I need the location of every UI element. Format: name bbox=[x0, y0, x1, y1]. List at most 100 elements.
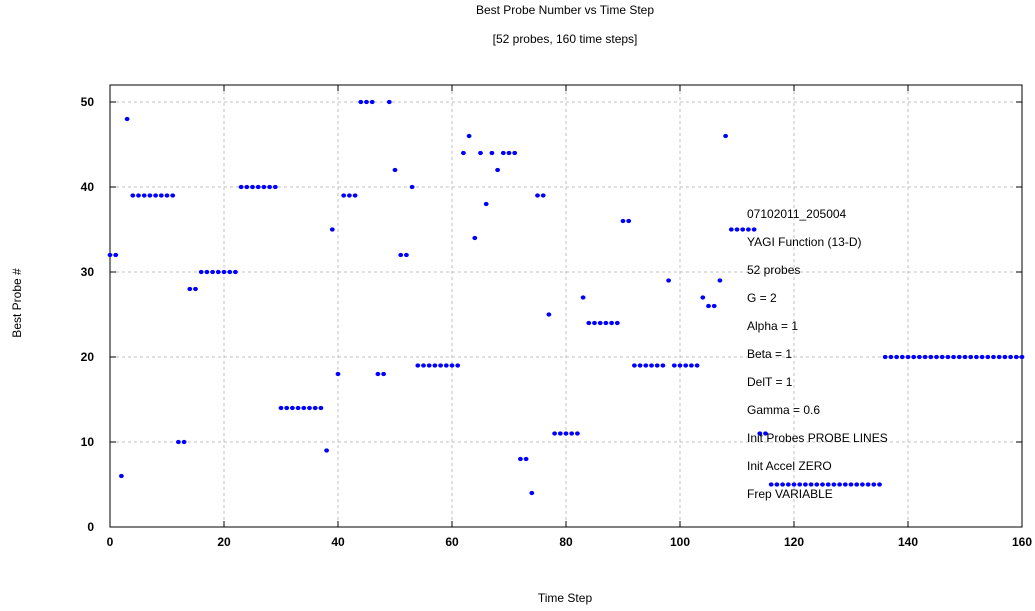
data-point bbox=[746, 227, 751, 232]
data-point bbox=[500, 150, 506, 156]
annotation-line: G = 2 bbox=[747, 291, 777, 305]
data-points bbox=[107, 99, 1025, 496]
data-point bbox=[483, 201, 489, 207]
data-point bbox=[922, 354, 928, 360]
annotations: 07102011_205004 YAGI Function (13-D) 52 pr… bbox=[747, 207, 888, 501]
data-point bbox=[512, 150, 518, 156]
data-point bbox=[552, 431, 557, 436]
data-point bbox=[518, 456, 523, 462]
data-point bbox=[113, 252, 119, 258]
data-point bbox=[392, 167, 398, 173]
data-point bbox=[170, 193, 176, 198]
data-point bbox=[768, 482, 774, 487]
data-point bbox=[632, 363, 637, 368]
data-point bbox=[865, 482, 871, 487]
data-point bbox=[917, 354, 922, 360]
data-point bbox=[421, 363, 426, 368]
data-point bbox=[905, 354, 911, 360]
data-point bbox=[375, 371, 381, 377]
data-point bbox=[728, 227, 734, 232]
data-point bbox=[803, 482, 808, 487]
data-point bbox=[461, 150, 466, 156]
data-point bbox=[227, 269, 233, 275]
data-point bbox=[506, 150, 512, 156]
data-point bbox=[1019, 354, 1025, 360]
data-point bbox=[398, 252, 404, 258]
y-tick-label: 10 bbox=[81, 435, 95, 449]
data-point bbox=[136, 193, 141, 198]
data-point bbox=[221, 269, 227, 275]
data-point bbox=[272, 184, 278, 190]
data-point bbox=[153, 193, 159, 198]
x-tick-label: 40 bbox=[331, 535, 345, 549]
data-point bbox=[329, 227, 335, 232]
data-point bbox=[614, 320, 620, 326]
chart-title: Best Probe Number vs Time Step bbox=[476, 3, 654, 17]
data-point bbox=[620, 218, 626, 224]
data-point bbox=[706, 303, 711, 309]
annotation-line: Init Probes PROBE LINES bbox=[747, 431, 888, 445]
data-point bbox=[877, 482, 882, 487]
data-point bbox=[250, 184, 255, 190]
data-point bbox=[261, 184, 267, 190]
data-point bbox=[255, 184, 261, 190]
data-point bbox=[751, 227, 757, 232]
data-point bbox=[364, 99, 369, 105]
data-point bbox=[358, 99, 364, 105]
data-point bbox=[557, 431, 563, 436]
data-point bbox=[210, 269, 216, 275]
data-point bbox=[763, 431, 768, 436]
data-point bbox=[968, 354, 974, 360]
annotation-line: Beta = 1 bbox=[747, 347, 792, 361]
data-point bbox=[894, 354, 899, 360]
data-point bbox=[198, 269, 204, 275]
data-point bbox=[432, 363, 438, 368]
data-point bbox=[962, 354, 968, 360]
x-tick-label: 0 bbox=[107, 535, 114, 549]
annotation-line: 52 probes bbox=[747, 263, 800, 277]
data-point bbox=[734, 227, 740, 232]
data-point bbox=[181, 439, 187, 445]
annotation-line: Frep VARIABLE bbox=[747, 487, 833, 501]
data-point bbox=[854, 482, 860, 487]
data-point bbox=[945, 354, 951, 360]
data-point bbox=[689, 363, 694, 368]
data-point bbox=[842, 482, 848, 487]
data-point bbox=[666, 278, 671, 283]
data-point bbox=[187, 286, 193, 292]
data-point bbox=[586, 320, 592, 326]
data-point bbox=[717, 278, 723, 283]
data-point bbox=[939, 354, 945, 360]
data-point bbox=[215, 269, 221, 275]
data-point bbox=[723, 133, 728, 139]
data-point bbox=[233, 269, 238, 275]
data-point bbox=[928, 354, 934, 360]
data-point bbox=[107, 252, 113, 258]
x-tick-label: 100 bbox=[670, 535, 690, 549]
data-point bbox=[791, 482, 797, 487]
data-point bbox=[369, 99, 375, 105]
data-point bbox=[808, 482, 814, 487]
data-point bbox=[780, 482, 785, 487]
data-point bbox=[455, 363, 461, 368]
data-point bbox=[529, 490, 535, 496]
data-point bbox=[974, 354, 979, 360]
data-point bbox=[694, 363, 700, 368]
data-point bbox=[307, 405, 312, 411]
data-point bbox=[284, 405, 290, 411]
data-point bbox=[860, 482, 865, 487]
grid bbox=[110, 85, 1022, 527]
data-point bbox=[312, 405, 318, 411]
data-point bbox=[837, 482, 842, 487]
data-point bbox=[426, 363, 432, 368]
data-point bbox=[643, 363, 649, 368]
data-point bbox=[409, 184, 415, 190]
data-point bbox=[831, 482, 837, 487]
data-point bbox=[677, 363, 683, 368]
data-point bbox=[580, 295, 586, 300]
data-point bbox=[757, 431, 763, 436]
data-point bbox=[979, 354, 985, 360]
data-point bbox=[985, 354, 991, 360]
data-point bbox=[267, 184, 272, 190]
